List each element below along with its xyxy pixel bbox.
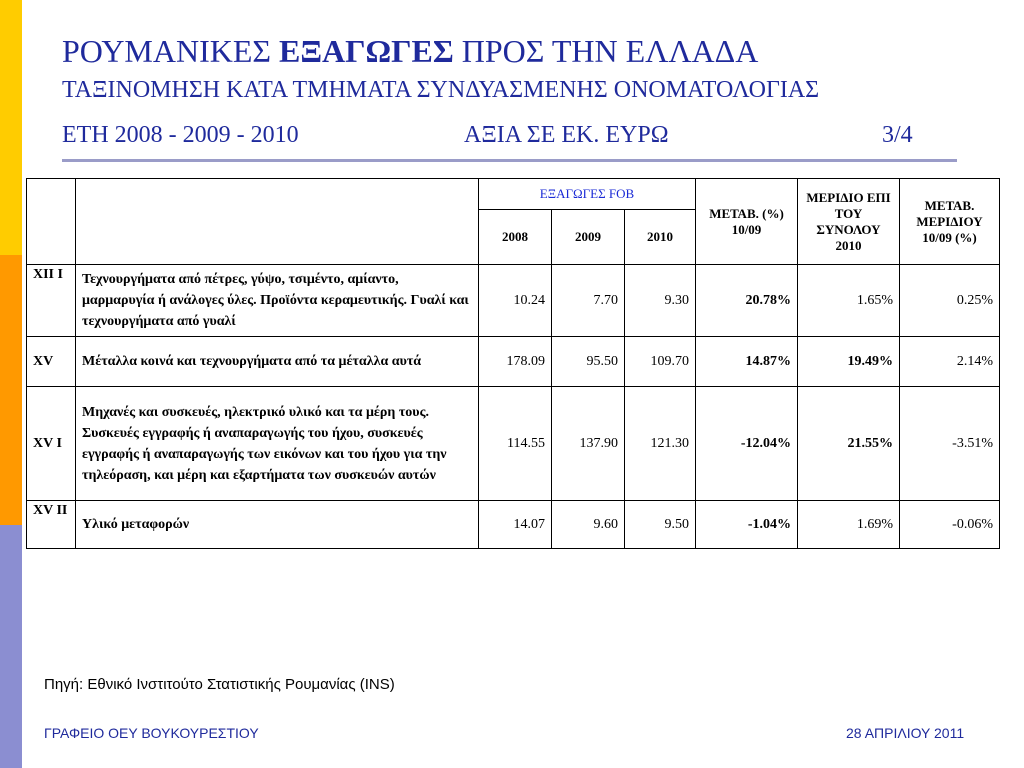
row-2010: 9.50 (624, 500, 696, 549)
title-main: ΡΟΥΜΑΝΙΚΕΣ ΕΞΑΓΩΓΕΣ ΠΡΟΣ ΤΗΝ ΕΛΛΑΔΑ (62, 28, 962, 74)
title-part2: ΠΡΟΣ ΤΗΝ ΕΛΛΑΔΑ (453, 33, 759, 69)
row-share: 1.65% (797, 264, 900, 337)
table-row: XV Μέταλλα κοινά και τεχνουργήματα από τ… (26, 336, 1000, 387)
row-2008: 10.24 (478, 264, 552, 337)
row-change: 20.78% (695, 264, 798, 337)
row-share-change: 0.25% (899, 264, 1000, 337)
row-share: 1.69% (797, 500, 900, 549)
table-subheader-row: 2008 2009 2010 (27, 209, 1000, 265)
row-2010: 109.70 (624, 336, 696, 387)
row-share-change: 2.14% (899, 336, 1000, 387)
left-accent-bar (0, 0, 22, 768)
row-code: XV (26, 336, 76, 387)
row-share: 21.55% (797, 386, 900, 501)
row-code: XV II (26, 500, 76, 549)
header-2010: 2010 (624, 209, 696, 265)
row-description: Μηχανές και συσκευές, ηλεκτρικό υλικό κα… (75, 386, 479, 501)
row-code: XII I (26, 264, 76, 337)
row-2009: 137.90 (551, 386, 625, 501)
slide-title: ΡΟΥΜΑΝΙΚΕΣ ΕΞΑΓΩΓΕΣ ΠΡΟΣ ΤΗΝ ΕΛΛΑΔΑ ΤΑΞΙ… (62, 28, 962, 152)
title-bold-word: ΕΞΑΓΩΓΕΣ (279, 33, 454, 69)
row-2008: 14.07 (478, 500, 552, 549)
row-2009: 95.50 (551, 336, 625, 387)
row-2009: 7.70 (551, 264, 625, 337)
header-2008: 2008 (478, 209, 552, 265)
accent-bar-orange (0, 255, 22, 525)
page-number: 3/4 (882, 122, 913, 148)
header-change: ΜΕΤΑΒ. (%) 10/09 (695, 178, 798, 265)
footer-date: 28 ΑΠΡΙΛΙΟΥ 2011 (846, 725, 965, 741)
header-code (26, 178, 76, 265)
header-description (75, 178, 479, 265)
table-row: XII I Τεχνουργήματα από πέτρες, γύψο, τσ… (26, 264, 1000, 337)
footer-office: ΓΡΑΦΕΙΟ ΟΕΥ ΒΟΥΚΟΥΡΕΣΤΙΟΥ (44, 725, 259, 741)
title-years: ΕΤΗ 2008 - 2009 - 2010 (62, 122, 299, 148)
title-part1: ΡΟΥΜΑΝΙΚΕΣ (62, 33, 280, 69)
row-2008: 178.09 (478, 336, 552, 387)
row-description: Μέταλλα κοινά και τεχνουργήματα από τα μ… (75, 336, 479, 387)
table-header-row: ΕΞΑΓΩΓΕΣ FOB ΜΕΤΑΒ. (%) 10/09 ΜΕΡΙΔΙΟ ΕΠ… (26, 178, 1000, 265)
row-description: Υλικό μεταφορών (75, 500, 479, 549)
row-description: Τεχνουργήματα από πέτρες, γύψο, τσιμέντο… (75, 264, 479, 337)
title-value-unit: ΑΞΙΑ ΣΕ ΕΚ. ΕΥΡΩ (464, 122, 669, 148)
accent-bar-yellow (0, 0, 22, 255)
row-share-change: -0.06% (899, 500, 1000, 549)
table-row: XV I Μηχανές και συσκευές, ηλεκτρικό υλι… (26, 386, 1000, 501)
accent-bar-violet (0, 525, 22, 768)
header-share: ΜΕΡΙΔΙΟ ΕΠΙ ΤΟΥ ΣΥΝΟΛΟΥ 2010 (797, 178, 900, 265)
row-2008: 114.55 (478, 386, 552, 501)
title-info-line: ΕΤΗ 2008 - 2009 - 2010 ΑΞΙΑ ΣΕ ΕΚ. ΕΥΡΩ … (62, 118, 962, 152)
header-exports-fob: ΕΞΑΓΩΓΕΣ FOB (478, 178, 696, 210)
row-change: 14.87% (695, 336, 798, 387)
row-2010: 9.30 (624, 264, 696, 337)
exports-table: ΕΞΑΓΩΓΕΣ FOB ΜΕΤΑΒ. (%) 10/09 ΜΕΡΙΔΙΟ ΕΠ… (26, 178, 1000, 549)
row-code: XV I (26, 386, 76, 501)
header-2009: 2009 (551, 209, 625, 265)
title-divider (62, 159, 957, 162)
row-change: -1.04% (695, 500, 798, 549)
header-share-change: ΜΕΤΑΒ. ΜΕΡΙΔΙΟΥ 10/09 (%) (899, 178, 1000, 265)
source-note: Πηγή: Εθνικό Ινστιτούτο Στατιστικής Ρουμ… (44, 676, 395, 693)
row-2010: 121.30 (624, 386, 696, 501)
row-share: 19.49% (797, 336, 900, 387)
title-subtitle: ΤΑΞΙΝΟΜΗΣΗ ΚΑΤΑ ΤΜΗΜΑΤΑ ΣΥΝΔΥΑΣΜΕΝΗΣ ΟΝΟ… (62, 77, 820, 103)
row-change: -12.04% (695, 386, 798, 501)
table-row: XV II Υλικό μεταφορών 14.07 9.60 9.50 -1… (26, 500, 1000, 549)
row-2009: 9.60 (551, 500, 625, 549)
row-share-change: -3.51% (899, 386, 1000, 501)
